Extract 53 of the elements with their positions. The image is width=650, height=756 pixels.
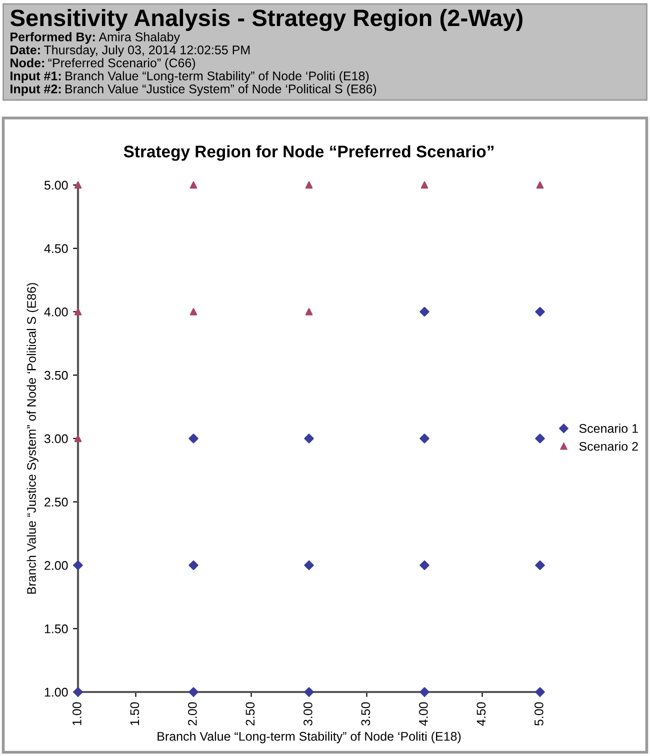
point <box>420 560 430 570</box>
y-tick-label: 5.00 <box>44 180 68 190</box>
point <box>304 560 314 570</box>
chart-subtitle: Strategy Region for Node “Preferred Scenario” <box>124 145 494 161</box>
point <box>535 560 545 570</box>
x-tick-label: 2.00 <box>188 702 197 726</box>
x-tick-label: 4.00 <box>419 702 428 726</box>
x-tick-label: 3.50 <box>361 702 370 726</box>
point <box>304 687 314 697</box>
point <box>188 687 198 697</box>
y-tick-label: 2.50 <box>44 498 68 507</box>
x-tick-label: 1.50 <box>130 702 140 726</box>
point <box>305 308 313 316</box>
point <box>74 434 82 442</box>
text: Input #1: Branch Value “Long-term Stability” of Node ‘Politi (E18) <box>10 71 369 83</box>
y-tick-label: 2.00 <box>44 561 68 570</box>
text: Node: “Preferred Scenario” (C66) <box>10 58 196 70</box>
y-tick-label: 3.00 <box>44 434 68 444</box>
y-tick-label: 4.50 <box>44 244 68 254</box>
point <box>420 434 430 444</box>
point <box>304 434 314 444</box>
text: Date: Thursday, July 03, 2014 12:02:55 PM <box>10 45 250 57</box>
x-axis-title: Branch Value “Long-term Stability” of Node ‘Politi (E18) <box>158 732 461 744</box>
point <box>535 687 545 697</box>
y-axis-title: Branch Value “Justice System” of Node ‘Political S (E86) <box>26 283 38 594</box>
point <box>420 181 428 189</box>
point <box>188 434 198 444</box>
point <box>420 687 430 697</box>
point <box>305 181 313 189</box>
y-tick-label: 1.00 <box>44 688 68 697</box>
point <box>190 308 198 316</box>
point <box>188 560 198 570</box>
point <box>73 687 83 697</box>
point <box>74 181 82 189</box>
point <box>535 434 545 444</box>
y-tick-label: 1.50 <box>44 624 68 634</box>
text: Performed By: Amira Shalaby <box>10 32 180 44</box>
point <box>420 306 430 317</box>
x-tick-label: 4.50 <box>476 702 486 726</box>
point <box>535 306 545 317</box>
point <box>74 308 82 316</box>
x-tick-label: 5.00 <box>534 702 544 726</box>
point <box>536 181 544 189</box>
y-tick-label: 4.00 <box>44 308 68 316</box>
legend-label: Scenario 2 <box>579 442 638 451</box>
x-tick-label: 2.50 <box>246 702 255 726</box>
point <box>190 181 198 189</box>
chart-title: Sensitivity Analysis - Strategy Region (2-Way) <box>10 8 522 32</box>
y-tick-label: 3.50 <box>44 370 68 380</box>
point <box>73 560 83 570</box>
legend-label: Scenario 1 <box>579 424 638 433</box>
x-tick-label: 3.00 <box>304 702 312 726</box>
text: Input #2: Branch Value “Justice System” of Node ‘Political S (E86) <box>10 84 376 96</box>
